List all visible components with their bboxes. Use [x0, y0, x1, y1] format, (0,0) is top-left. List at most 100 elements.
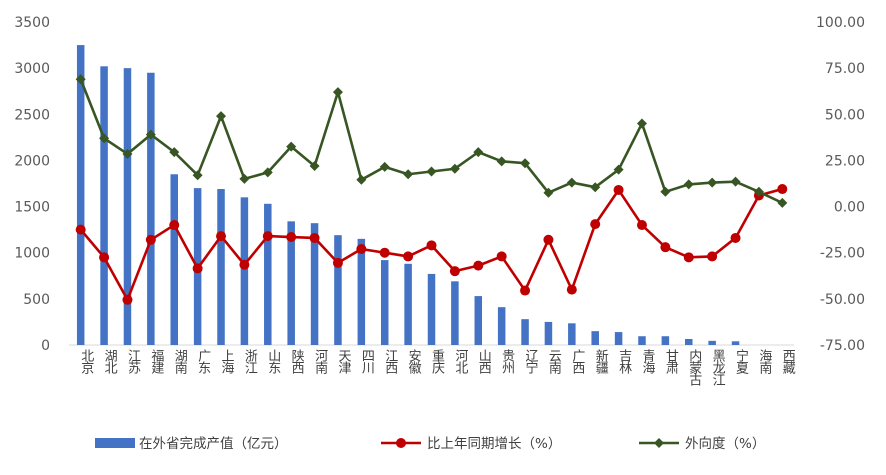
category-label: 甘肃 — [663, 349, 679, 374]
growth-point — [145, 234, 156, 245]
outward-point — [122, 148, 133, 159]
outward-point — [730, 176, 741, 187]
bar — [591, 331, 599, 345]
growth-point — [683, 252, 694, 263]
growth-point — [379, 247, 390, 258]
category-label: 青海 — [639, 349, 655, 374]
category-label: 浙江 — [242, 349, 258, 374]
category-label: 重庆 — [429, 348, 445, 374]
growth-point — [122, 294, 133, 305]
right-tick-label: -50.00 — [820, 292, 865, 308]
left-tick-label: 0 — [41, 338, 50, 354]
bar — [147, 72, 155, 345]
growth-point — [543, 234, 554, 245]
left-tick-label: 500 — [23, 292, 50, 308]
left-tick-label: 1000 — [14, 246, 50, 262]
outward-point — [99, 133, 110, 144]
outward-point — [520, 158, 531, 169]
outward-point — [543, 187, 554, 198]
bar — [76, 45, 85, 345]
outward-point — [449, 163, 460, 174]
growth-point — [449, 266, 460, 277]
bar — [334, 235, 342, 345]
outward-point — [262, 167, 273, 178]
bar — [474, 296, 483, 345]
growth-point — [566, 284, 577, 295]
outward-point — [75, 74, 86, 85]
category-label: 宁夏 — [733, 348, 749, 374]
bar — [100, 66, 108, 345]
outward-point — [777, 197, 788, 208]
outward-point — [590, 182, 601, 193]
outward-point — [145, 129, 156, 140]
category-label: 上海 — [219, 349, 235, 374]
outward-point — [286, 141, 297, 152]
bar — [427, 273, 436, 345]
bar — [614, 332, 623, 345]
outward-line — [79, 78, 783, 205]
growth-point — [286, 232, 297, 243]
right-tick-label: 25.00 — [825, 153, 865, 169]
outward-point — [683, 179, 694, 190]
growth-point — [613, 184, 624, 195]
right-tick-label: 50.00 — [825, 107, 865, 123]
outward-point — [753, 186, 764, 197]
bar — [123, 68, 132, 346]
bar — [217, 189, 225, 345]
legend-growth-marker — [396, 438, 406, 448]
legend-outward-marker — [654, 438, 664, 448]
bar — [310, 223, 319, 345]
bar — [731, 341, 740, 345]
bar — [521, 319, 529, 345]
outward-point — [496, 156, 507, 167]
bar — [638, 336, 646, 345]
category-label: 黑龙江 — [710, 349, 726, 386]
right-tick-label: -75.00 — [820, 338, 865, 354]
outward-point — [403, 169, 414, 180]
outward-point — [239, 173, 250, 184]
category-label: 安徽 — [406, 349, 422, 374]
outward-point — [192, 170, 203, 181]
bar — [661, 336, 670, 345]
bar — [544, 321, 553, 345]
outward-point — [636, 118, 647, 129]
growth-point — [169, 220, 180, 231]
category-label: 贵州 — [499, 349, 514, 374]
bar — [497, 307, 506, 345]
category-label: 广西 — [569, 349, 585, 374]
outward-point — [216, 111, 227, 122]
bar — [404, 263, 412, 345]
category-label: 福建 — [148, 349, 164, 375]
right-tick-label: 100.00 — [816, 15, 865, 31]
growth-point — [730, 232, 741, 243]
left-axis-ticks: 0 500 1000 1500 2000 2500 3000 3500 — [14, 15, 50, 354]
outward-line-series — [75, 74, 788, 208]
growth-point — [309, 232, 320, 243]
growth-point — [216, 231, 227, 242]
growth-point — [239, 259, 250, 270]
bar — [451, 281, 459, 345]
outward-point — [426, 166, 437, 177]
growth-point — [660, 242, 671, 253]
category-label: 山东 — [265, 349, 281, 374]
legend-bar-label: 在外省完成产值（亿元） — [139, 436, 288, 452]
growth-point — [99, 252, 110, 263]
left-tick-label: 3500 — [14, 15, 50, 31]
category-label: 陕西 — [289, 349, 305, 374]
category-label: 湖南 — [172, 349, 188, 374]
bar — [568, 323, 576, 345]
category-label: 河北 — [452, 349, 468, 375]
bar — [357, 238, 366, 345]
outward-point — [566, 177, 577, 188]
growth-point — [707, 251, 718, 262]
growth-point — [590, 219, 601, 230]
category-label: 江苏 — [125, 349, 141, 374]
bar — [240, 197, 249, 345]
category-label: 北京 — [78, 349, 94, 374]
growth-point — [426, 240, 437, 251]
right-axis-ticks: -75.00 -50.00 -25.00 0.00 25.00 50.00 75.00 100… — [816, 15, 865, 354]
growth-point — [192, 263, 203, 274]
category-label: 天津 — [335, 349, 351, 374]
bar — [685, 339, 693, 345]
